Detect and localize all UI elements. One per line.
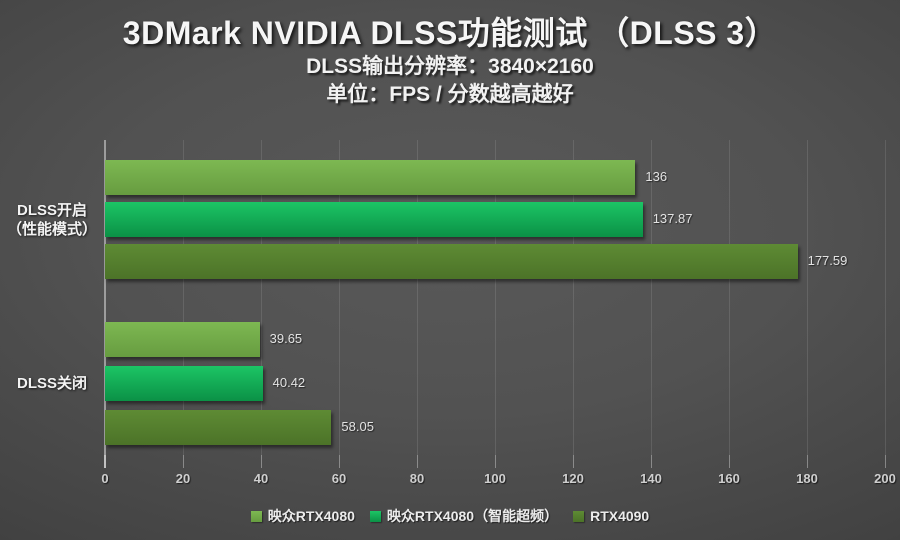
x-tick-label: 40 [253,471,269,486]
chart-subtitle-resolution: DLSS输出分辨率：3840×2160 [306,55,594,78]
plot-area: 0 20 40 60 80 100 120 140 160 180 200 136 137.87 177.… [101,140,896,486]
x-tick-label: 20 [175,471,191,486]
x-tick-label: 100 [484,471,506,486]
chart-subtitle-unit: 单位：FPS / 分数越高越好 [326,83,574,106]
gridline [729,140,730,455]
legend-item: RTX4090 [573,508,649,524]
gridline [885,140,886,455]
gridline [339,140,340,455]
gridline [417,140,418,455]
x-tick-label: 180 [796,471,818,486]
bar [105,410,332,445]
bar-value-label: 40.42 [272,375,306,390]
bar-value-label: 177.59 [807,253,848,268]
gridline [807,140,808,455]
bar [105,322,260,357]
legend-label: 映众RTX4080 [267,508,355,524]
bar [105,366,263,401]
x-tick-label: 160 [718,471,740,486]
axis-tick [261,455,262,468]
x-tick-label: 140 [640,471,662,486]
y-axis-line [104,140,106,468]
axis-tick [417,455,418,468]
axis-tick [885,455,886,468]
chart: 0 20 40 60 80 100 120 140 160 180 200 136 137.87 177.… [0,140,900,490]
x-tick-label: 80 [409,471,425,486]
chart-header: 3DMark NVIDIA DLSS功能测试 （DLSS 3） DLSS输出分辨… [0,0,900,109]
legend: 映众RTX4080 映众RTX4080（智能超频） RTX4090 [0,503,900,529]
gridline [651,140,652,455]
axis-tick [573,455,574,468]
bar-value-label: 136 [645,169,668,184]
legend-swatch [573,510,585,522]
bar-value-label: 137.87 [652,211,693,226]
legend-swatch [250,510,262,522]
axis-tick [339,455,340,468]
axis-tick [495,455,496,468]
axis-tick [807,455,808,468]
x-tick-label: 200 [874,471,896,486]
legend-item: 映众RTX4080（智能超频） [369,506,559,526]
category-label: DLSS开启 （性能模式） [6,201,97,238]
gridline [183,140,184,455]
category-label: DLSS关闭 [16,375,87,392]
legend-label: 映众RTX4080（智能超频） [386,508,559,524]
x-tick-label: 60 [331,471,347,486]
legend-item: 映众RTX4080 [250,506,355,526]
axis-tick [104,455,106,468]
bar [105,160,636,195]
legend-swatch [369,510,381,522]
axis-tick [729,455,730,468]
gridline [495,140,496,455]
bar [105,244,798,279]
axis-tick [651,455,652,468]
legend-label: RTX4090 [590,508,650,524]
x-tick-label: 120 [562,471,584,486]
x-tick-label: 0 [101,471,109,486]
bar-value-label: 58.05 [341,419,374,434]
gridline [261,140,262,455]
gridline [573,140,574,455]
bar [105,202,643,237]
chart-title: 3DMark NVIDIA DLSS功能测试 （DLSS 3） [122,15,778,51]
axis-tick [183,455,184,468]
bar-value-label: 39.65 [269,331,303,346]
